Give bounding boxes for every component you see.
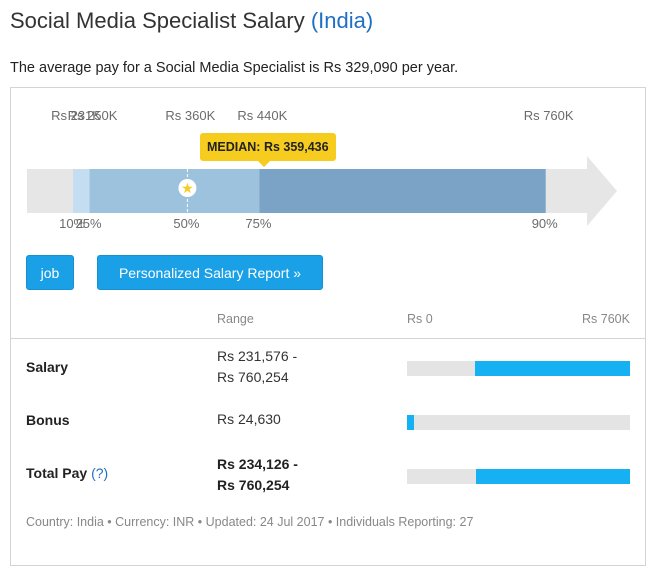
median-marker xyxy=(178,179,197,197)
row-value-total-pay-line1: Rs 234,126 - xyxy=(217,456,298,472)
tick-label: Rs 231K xyxy=(51,108,101,123)
row-bar-fill-bonus xyxy=(407,415,415,430)
column-range-header: Range xyxy=(217,312,254,326)
salary-report-button[interactable]: Personalized Salary Report » xyxy=(97,255,323,290)
row-value-salary-line2: Rs 760,254 xyxy=(217,369,289,385)
row-value-total-pay: Rs 234,126 - Rs 760,254 xyxy=(217,454,298,496)
row-value-total-pay-line2: Rs 760,254 xyxy=(217,477,290,493)
row-bar-salary xyxy=(407,361,630,376)
row-bar-bonus xyxy=(407,415,630,430)
row-bar-fill-salary xyxy=(474,361,630,376)
row-value-salary: Rs 231,576 - Rs 760,254 xyxy=(217,346,297,388)
segment-p10-p25 xyxy=(73,169,90,213)
row-label-salary: Salary xyxy=(26,359,69,375)
row-bar-total-pay xyxy=(407,469,630,484)
column-max-header: Rs 760K xyxy=(582,312,630,326)
salary-range-chart: ★ Rs 231K Rs 250K Rs 360K Rs 440K Rs 760K 10… xyxy=(11,88,645,338)
row-value-bonus: Rs 24,630 xyxy=(217,411,281,427)
tick-label: Rs 250K xyxy=(67,108,118,123)
star-icon: ★ xyxy=(181,180,194,196)
total-pay-label: Total Pay xyxy=(26,465,88,481)
percentile-label: 25% xyxy=(75,216,102,231)
tick-label: Rs 760K xyxy=(523,108,574,123)
salary-summary: The average pay for a Social Media Speci… xyxy=(10,60,459,76)
column-min-header: Rs 0 xyxy=(407,312,433,326)
page-title: Social Media Specialist Salary (India) xyxy=(10,8,373,34)
percentile-label: 10% xyxy=(59,216,86,231)
country-link[interactable]: (India) xyxy=(310,8,374,33)
segment-p75-p90 xyxy=(259,169,546,213)
percentile-label: 50% xyxy=(173,216,200,231)
row-label-total-pay: Total Pay (?) xyxy=(26,465,108,481)
segment-p25-p75 xyxy=(89,169,260,213)
row-bar-fill-total-pay xyxy=(475,469,630,484)
row-value-salary-line1: Rs 231,576 - xyxy=(217,348,298,364)
percentile-label: 75% xyxy=(245,216,272,231)
job-button[interactable]: job xyxy=(26,255,74,290)
median-tag: MEDIAN: Rs 359,436 xyxy=(200,133,336,167)
tick-label: Rs 440K xyxy=(237,108,288,123)
salary-panel: ★ Rs 231K Rs 250K Rs 360K Rs 440K Rs 760K 10… xyxy=(10,87,646,566)
tick-label: Rs 360K xyxy=(165,108,216,123)
range-chart-svg: ★ xyxy=(27,156,617,226)
page-title-text: Social Media Specialist Salary xyxy=(10,8,305,33)
row-label-bonus: Bonus xyxy=(26,412,70,428)
salary-footer: Country: India • Currency: INR • Updated… xyxy=(26,515,474,529)
percentile-label: 90% xyxy=(531,216,558,231)
table-divider xyxy=(11,338,645,339)
total-pay-help-link[interactable]: (?) xyxy=(91,465,109,481)
